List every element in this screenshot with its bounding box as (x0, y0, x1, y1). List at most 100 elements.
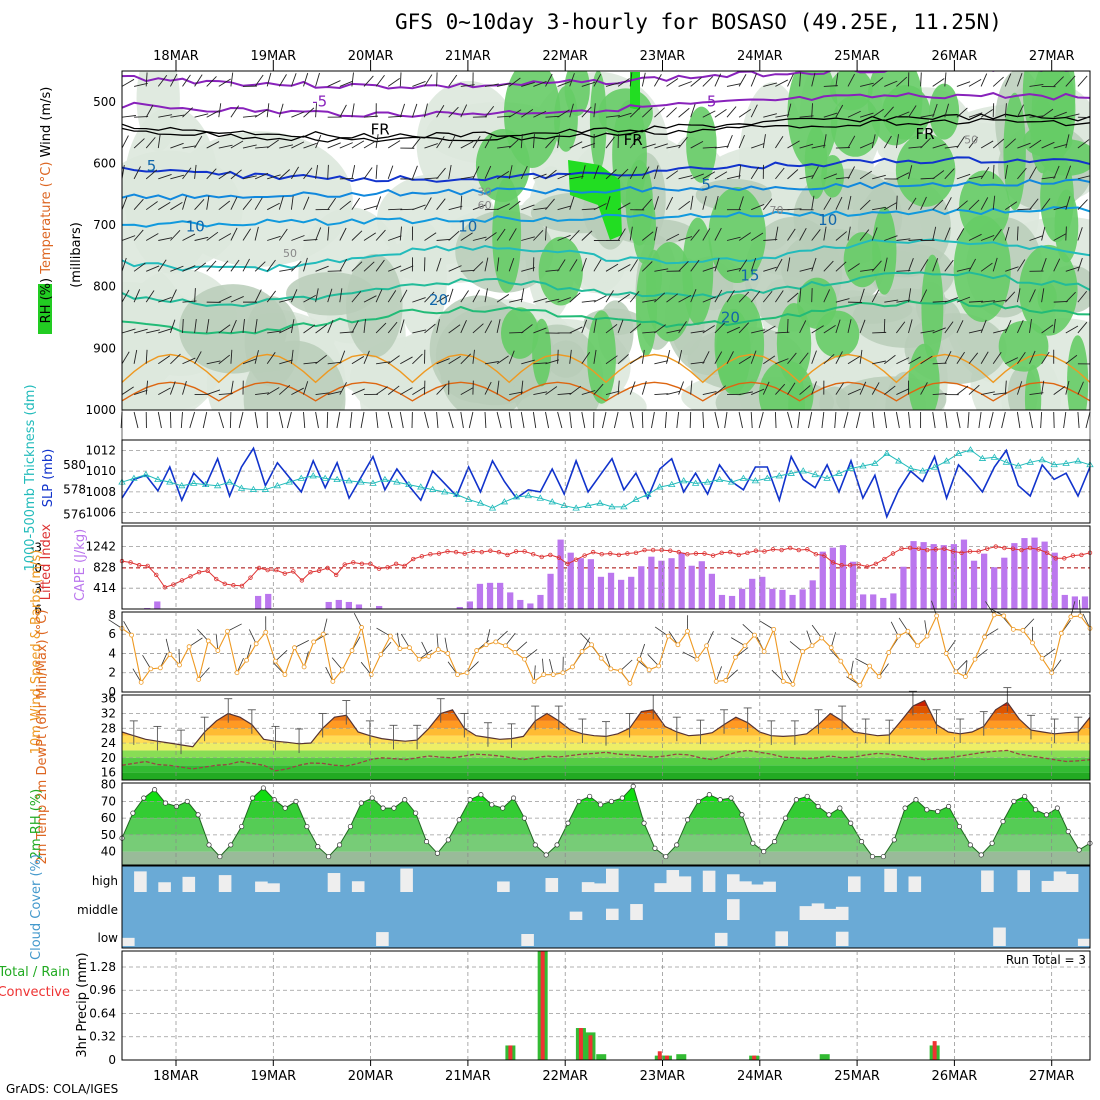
cape-bar (829, 547, 837, 609)
thickness-point (512, 493, 521, 500)
wind-barb (505, 632, 516, 646)
thickness-point (954, 449, 963, 457)
wind-barb (339, 227, 347, 241)
wind-point (665, 633, 671, 639)
thickness-point (201, 480, 210, 487)
wind-point (732, 654, 738, 660)
rh-point (184, 798, 190, 804)
rh-saturated-area (568, 160, 622, 240)
wind-barb (218, 411, 225, 429)
wind-barb (847, 319, 852, 334)
precip-tick-label: 0 (108, 1053, 116, 1067)
wind-barb (642, 231, 654, 241)
wind-point (531, 678, 537, 684)
wind-barb (654, 393, 669, 396)
wind-barb (472, 236, 487, 241)
wind-barb (988, 411, 994, 429)
wind-barb (1016, 104, 1024, 118)
wind-barb (1053, 319, 1056, 334)
wind-barb (993, 392, 1008, 396)
wind-barb (690, 380, 693, 395)
temp-contour (122, 238, 1090, 273)
thickness-point (859, 462, 867, 469)
rh-bands (122, 786, 1090, 865)
li-point (342, 562, 347, 567)
wind-barb (835, 319, 841, 334)
wind-barb (1077, 321, 1088, 334)
wind-barb (460, 141, 474, 149)
wind-barb (170, 174, 185, 180)
contour-label: 60 (478, 199, 492, 212)
wind-barb (617, 264, 631, 272)
wind-barb (895, 411, 900, 429)
wind-barb (278, 74, 287, 87)
wind-barb (158, 114, 173, 118)
wind-barb (412, 204, 426, 211)
wind-point (1068, 614, 1074, 620)
li-point (282, 571, 287, 576)
wind-barb (617, 112, 632, 118)
wind-barb (230, 169, 242, 180)
wind-barb (1017, 208, 1032, 211)
cloud-cell (218, 875, 232, 892)
cloud-cell (581, 882, 595, 892)
wind-barb (375, 196, 382, 210)
wind-barb (678, 81, 692, 87)
wind-point (991, 612, 997, 618)
rh-point (413, 810, 419, 816)
wind-barb (871, 289, 880, 303)
cloud-cell (1053, 871, 1067, 892)
wind-barb (1029, 84, 1044, 87)
thickness-point (189, 479, 198, 486)
cape-bar (839, 545, 847, 609)
wind-barb (714, 73, 722, 87)
wind-barb (533, 297, 547, 303)
wind-barb (485, 629, 491, 645)
wind-barb (508, 200, 521, 211)
li-point (239, 583, 245, 589)
thickness-point (572, 504, 580, 511)
rh-moist-area (646, 242, 694, 342)
wind-barb (315, 72, 320, 87)
wind-barb (702, 266, 717, 272)
thickness-point (1026, 458, 1034, 465)
cape-bar (769, 588, 776, 609)
wind-barb (581, 390, 596, 396)
cape-bar (597, 576, 605, 609)
wind-barb (678, 136, 688, 149)
wind-barb (726, 351, 734, 364)
wind-point (752, 632, 757, 638)
rh-point (1076, 847, 1082, 853)
wind-barb (629, 107, 641, 118)
wind-barb (678, 295, 692, 303)
wind-barb (218, 103, 222, 118)
date-label-bottom: 26MAR (932, 1069, 978, 1084)
cape-bar (1001, 557, 1008, 609)
upper-lower-band (122, 410, 1090, 440)
wind-barb (967, 411, 970, 429)
rh-point (532, 842, 538, 848)
rh-moist-area (1024, 364, 1042, 410)
wind-barb (666, 293, 679, 303)
wind-barb (266, 352, 276, 365)
wind-barb (1089, 239, 1090, 241)
wind-barb (521, 324, 533, 334)
wind-barb (956, 228, 965, 241)
wind-barb (980, 351, 989, 365)
li-tick-label: -3 (30, 540, 42, 554)
wind-barb (714, 227, 722, 241)
wind-barb (133, 166, 141, 180)
thickness-point (273, 482, 282, 489)
wind-barb (363, 140, 377, 149)
rh-point (445, 837, 451, 843)
wind-point (579, 649, 585, 654)
wind-barb (194, 262, 207, 272)
wind-barb (266, 72, 272, 87)
thickness-point (357, 478, 365, 485)
rh-band (122, 801, 1090, 819)
wind-barb (945, 640, 956, 654)
date-label-top: 26MAR (932, 49, 978, 64)
li-point (325, 565, 330, 571)
li-point (813, 552, 819, 557)
